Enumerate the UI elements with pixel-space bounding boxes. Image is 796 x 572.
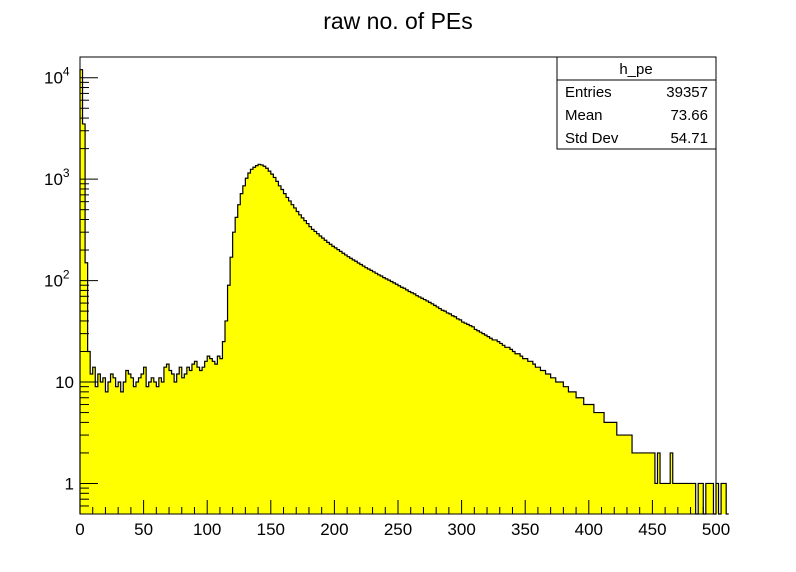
stats-box-frame bbox=[556, 56, 717, 150]
stats-mean-value: 73.66 bbox=[670, 107, 708, 124]
x-axis: 0 50 100 150 200 250 300 350 400 450 500 bbox=[75, 500, 730, 539]
x-tick-label: 300 bbox=[447, 520, 475, 539]
stats-box: h_pe Entries 39357 Mean 73.66 Std Dev 54… bbox=[556, 56, 717, 150]
y-tick-label: 103 bbox=[44, 166, 70, 189]
x-tick-label: 150 bbox=[257, 520, 285, 539]
x-tick-label: 250 bbox=[384, 520, 412, 539]
y-axis: 1 10 102 103 104 bbox=[44, 65, 98, 515]
histogram-fill bbox=[80, 69, 729, 515]
x-tick-label: 450 bbox=[638, 520, 666, 539]
stats-mean-label: Mean bbox=[565, 107, 603, 124]
x-tick-label: 100 bbox=[193, 520, 221, 539]
stats-entries-value: 39357 bbox=[666, 84, 708, 101]
y-tick-label: 104 bbox=[44, 65, 70, 88]
x-tick-label: 50 bbox=[134, 520, 153, 539]
y-tick-label: 1 bbox=[65, 474, 74, 493]
y-tick-label: 10 bbox=[55, 373, 74, 392]
x-tick-label: 0 bbox=[75, 520, 84, 539]
chart-title: raw no. of PEs bbox=[323, 8, 473, 34]
y-tick-label: 102 bbox=[44, 268, 70, 291]
x-tick-label: 350 bbox=[511, 520, 539, 539]
stats-stddev-label: Std Dev bbox=[565, 130, 619, 147]
histogram-outline bbox=[79, 69, 729, 515]
x-tick-label: 400 bbox=[575, 520, 603, 539]
x-tick-label: 500 bbox=[702, 520, 730, 539]
stats-entries-label: Entries bbox=[565, 84, 612, 101]
stats-stddev-value: 54.71 bbox=[670, 130, 708, 147]
x-tick-label: 200 bbox=[320, 520, 348, 539]
stats-box-name: h_pe bbox=[619, 61, 652, 78]
